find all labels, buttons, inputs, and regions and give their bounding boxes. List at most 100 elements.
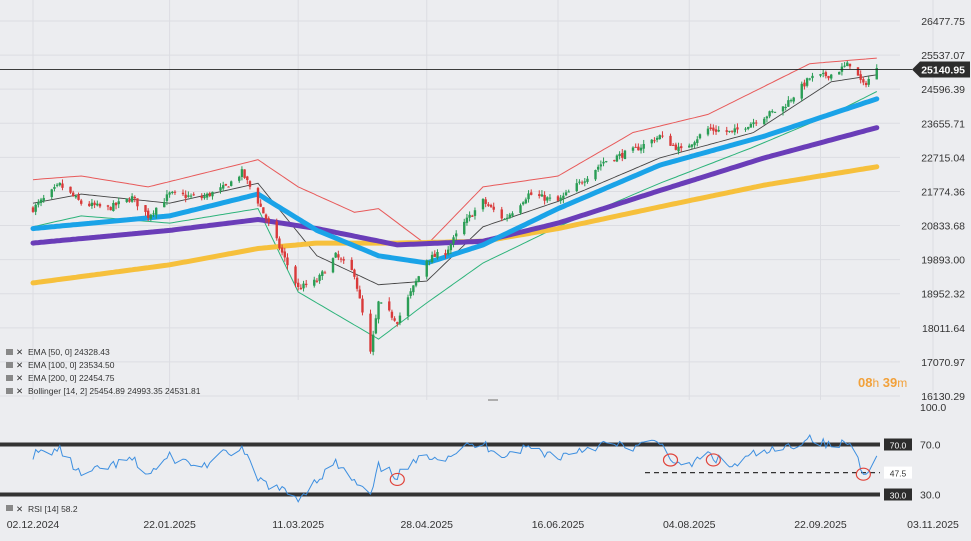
candle-body [717, 130, 720, 132]
time-axis: 02.12.2024 22.01.2025 11.03.2025 28.04.2025… [7, 519, 959, 531]
candle-body [98, 204, 102, 207]
candle-body [492, 206, 495, 210]
candle-body [463, 221, 466, 235]
candle-body [339, 258, 343, 260]
candle-body [838, 71, 841, 75]
candle-body [634, 146, 637, 148]
candle-body [109, 206, 112, 211]
candle-body [752, 122, 755, 125]
candle-body [93, 202, 96, 206]
candle-body [773, 111, 777, 113]
rsi-highlight-circle [389, 472, 405, 487]
candle-body [88, 203, 91, 206]
candle-body [53, 187, 56, 189]
candle-body [152, 213, 155, 215]
candle-body [792, 97, 795, 102]
candle-body [446, 249, 450, 255]
bollinger-lower-line [32, 91, 878, 340]
candle-body [380, 302, 383, 304]
candle-body [768, 111, 771, 117]
rsi-panel: 100.0 70.0 70.0 47.5 30.0 30.0 RSI [14] 58.2 ✕ [0, 402, 946, 514]
candle-body [698, 134, 702, 139]
time-tick-label: 03.11.2025 [907, 519, 959, 531]
candle-body [77, 194, 80, 200]
candle-body [173, 191, 177, 193]
candle-body [596, 166, 600, 170]
candle-body [248, 181, 252, 187]
candle-body [500, 209, 503, 219]
candle-body [315, 280, 319, 282]
timer-hours-unit: h [872, 376, 880, 390]
candle-body [171, 191, 174, 193]
candle-body [168, 192, 171, 195]
candle-body [428, 260, 431, 262]
candle-body [465, 217, 469, 223]
candle-body [730, 130, 734, 132]
bollinger-bands [32, 57, 878, 340]
candle-body [361, 298, 364, 313]
legend-settings-icon [6, 349, 13, 355]
candle-body [189, 195, 193, 197]
legend-entry: EMA [50, 0] 24328.43 [28, 347, 110, 357]
candle-body [353, 269, 356, 277]
candle-body [128, 199, 131, 202]
candle-body [623, 150, 627, 160]
candle-body [728, 130, 731, 132]
candle-body [503, 219, 506, 221]
candle-body [449, 244, 453, 251]
candle-body [31, 207, 35, 212]
candle-body [578, 181, 581, 183]
candle-body [875, 67, 878, 80]
candle-body [661, 135, 664, 137]
candle-body [412, 285, 415, 293]
price-tick-label: 26477.75 [921, 16, 965, 28]
candle-body [615, 155, 619, 162]
ema-lines [30, 96, 880, 286]
timer-minutes: 39 [882, 375, 898, 390]
candle-body [489, 205, 493, 207]
candle-body [864, 82, 868, 86]
rsi-tick-label: 30.0 [920, 490, 941, 502]
price-tick-label: 20833.68 [921, 221, 965, 233]
bollinger-upper-line [32, 57, 877, 246]
candle-body [811, 75, 814, 79]
candle-body [808, 78, 811, 80]
legend-entry: EMA [200, 0] 22454.75 [28, 373, 115, 383]
candle-body [765, 116, 769, 119]
candle-body [246, 176, 249, 181]
candle-body [133, 196, 136, 199]
candle-body [393, 318, 396, 321]
rsi-highlight-circle [855, 467, 871, 481]
candle-body [543, 194, 546, 201]
candle-body [733, 128, 736, 133]
candle-body [468, 214, 471, 218]
ema-100-line [30, 125, 880, 248]
candle-body [275, 221, 278, 239]
candle-body [374, 318, 378, 334]
candle-body [473, 210, 477, 216]
candle-body [530, 192, 533, 195]
candle-body [224, 183, 228, 186]
candle-body [74, 196, 78, 198]
candle-body [755, 122, 758, 124]
candle-body [334, 252, 337, 258]
time-tick-label: 16.06.2025 [532, 519, 585, 531]
candle-body [621, 152, 624, 158]
candle-body [658, 135, 661, 140]
candle-body [262, 207, 265, 214]
indicator-legend: ✕ EMA [50, 0] 24328.43 ✕ EMA [100, 0] 23534… [6, 347, 201, 396]
candle-body [455, 233, 458, 237]
candle-body [781, 106, 785, 112]
rsi-level-label: 30.0 [890, 491, 907, 501]
time-tick-label: 22.01.2025 [143, 519, 196, 531]
candle-body [321, 271, 324, 277]
legend-entry: Bollinger [14, 2] 25454.89 24993.35 2453… [28, 386, 201, 396]
candle-body [71, 192, 75, 197]
candle-body [671, 144, 675, 146]
candle-body [800, 83, 803, 99]
legend-remove-icon: ✕ [16, 386, 23, 396]
last-price-tag [912, 61, 970, 78]
legend-settings-icon [6, 388, 13, 394]
candle-body [548, 197, 552, 199]
candle-body [58, 182, 61, 186]
